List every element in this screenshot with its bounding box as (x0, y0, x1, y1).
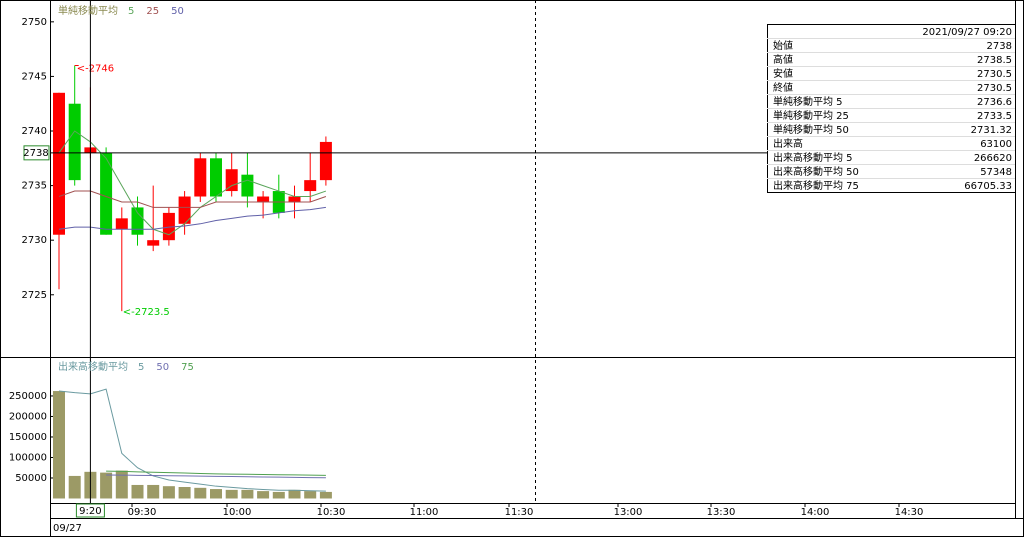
time-label: 09:30 (128, 507, 157, 518)
info-value: 2738.5 (977, 55, 1012, 66)
info-label: 始値 (773, 39, 793, 52)
info-value: 2733.5 (977, 111, 1012, 122)
info-label: 出来高移動平均 75 (773, 179, 859, 192)
info-label: 高値 (773, 53, 793, 66)
volume-bar (147, 484, 160, 499)
volume-bar (194, 487, 207, 499)
volume-tick-label: 200000 (9, 411, 47, 422)
candle-body (68, 103, 81, 181)
legend-title: 出来高移動平均 (58, 360, 128, 373)
candle-body (257, 196, 270, 202)
legend-entry: 50 (171, 6, 184, 17)
volume-ma-line (58, 388, 326, 492)
time-label: 10:00 (223, 507, 252, 518)
info-title: 2021/09/27 09:20 (922, 27, 1012, 38)
volume-bar (241, 489, 254, 499)
y-tick-label: 2745 (22, 71, 47, 82)
volume-bar (304, 491, 317, 499)
ma-line (58, 130, 327, 236)
time-label: 13:30 (707, 507, 736, 518)
time-label: 14:00 (801, 507, 830, 518)
info-value: 63100 (980, 139, 1012, 150)
y-tick-label: 2740 (22, 126, 47, 137)
volume-bar (210, 489, 222, 499)
time-label: 11:00 (410, 507, 439, 518)
info-value: 266620 (974, 153, 1012, 164)
y-tick-label: 2750 (22, 17, 47, 28)
cursor-time: 9:20 (79, 506, 101, 517)
high-label: <-2746 (77, 64, 114, 75)
volume-tick-label: 150000 (9, 432, 47, 443)
volume-ma-line (106, 470, 326, 476)
volume-tick-label: 250000 (9, 391, 47, 402)
info-value: 2736.6 (977, 97, 1012, 108)
info-label: 終値 (773, 81, 793, 94)
legend-entry: 25 (146, 6, 159, 17)
time-label: 13:00 (614, 507, 643, 518)
volume-bar (115, 470, 128, 499)
volume-ma-line (106, 474, 326, 479)
cursor-price-box (23, 145, 50, 161)
volume-bar (68, 475, 81, 499)
info-value: 2731.32 (971, 125, 1012, 136)
candle-body (288, 196, 301, 202)
candle-body (53, 92, 65, 235)
legend-entry: 50 (156, 362, 169, 373)
info-label: 単純移動平均 25 (773, 109, 849, 122)
candle-body (194, 158, 207, 197)
ma-line (58, 190, 327, 208)
candle-body (178, 196, 191, 224)
info-value: 57348 (980, 167, 1012, 178)
time-label: 14:30 (895, 507, 924, 518)
info-label: 出来高移動平均 5 (773, 151, 853, 164)
date-label: 09/27 (53, 523, 82, 534)
volume-bar (162, 486, 175, 499)
info-label: 単純移動平均 50 (773, 123, 849, 136)
low-label: <-2723.5 (123, 307, 170, 318)
volume-bar (272, 491, 285, 499)
info-label: 出来高 (773, 137, 803, 150)
y-tick-label: 2725 (22, 290, 47, 301)
legend-title: 単純移動平均 (58, 4, 118, 17)
volume-tick-label: 50000 (15, 473, 47, 484)
volume-bar (131, 484, 144, 499)
candle-body (100, 152, 113, 235)
candle-body (210, 158, 222, 197)
y-tick-label: 2735 (22, 181, 47, 192)
volume-bar (288, 489, 301, 499)
candle-body (304, 180, 317, 192)
candle-body (225, 169, 238, 192)
legend-entry: 5 (128, 6, 134, 17)
y-tick-label: 2730 (22, 235, 47, 246)
info-label: 単純移動平均 5 (773, 95, 843, 108)
info-value: 2730.5 (977, 83, 1012, 94)
volume-bar (178, 487, 191, 499)
candle-body (131, 207, 144, 235)
info-label: 出来高移動平均 50 (773, 165, 859, 178)
cursor-price: 2738 (23, 148, 48, 159)
cursor-time-box (75, 503, 105, 518)
volume-bar (53, 391, 65, 499)
volume-bar (100, 472, 113, 499)
candle-body (319, 141, 332, 181)
volume-tick-label: 100000 (9, 452, 47, 463)
time-label: 11:30 (505, 507, 534, 518)
candle-body (241, 174, 254, 197)
info-value: 2730.5 (977, 69, 1012, 80)
time-label: 10:30 (317, 507, 346, 518)
info-value: 2738 (987, 41, 1012, 52)
legend-entry: 5 (138, 362, 144, 373)
volume-bar (257, 491, 270, 499)
info-value: 66705.33 (964, 181, 1012, 192)
candle-body (147, 240, 160, 246)
legend-entry: 75 (181, 362, 194, 373)
volume-bar (319, 491, 332, 499)
info-label: 安値 (773, 67, 793, 80)
volume-bar (225, 489, 238, 499)
ma-line (58, 206, 326, 230)
candle-body (115, 218, 128, 230)
